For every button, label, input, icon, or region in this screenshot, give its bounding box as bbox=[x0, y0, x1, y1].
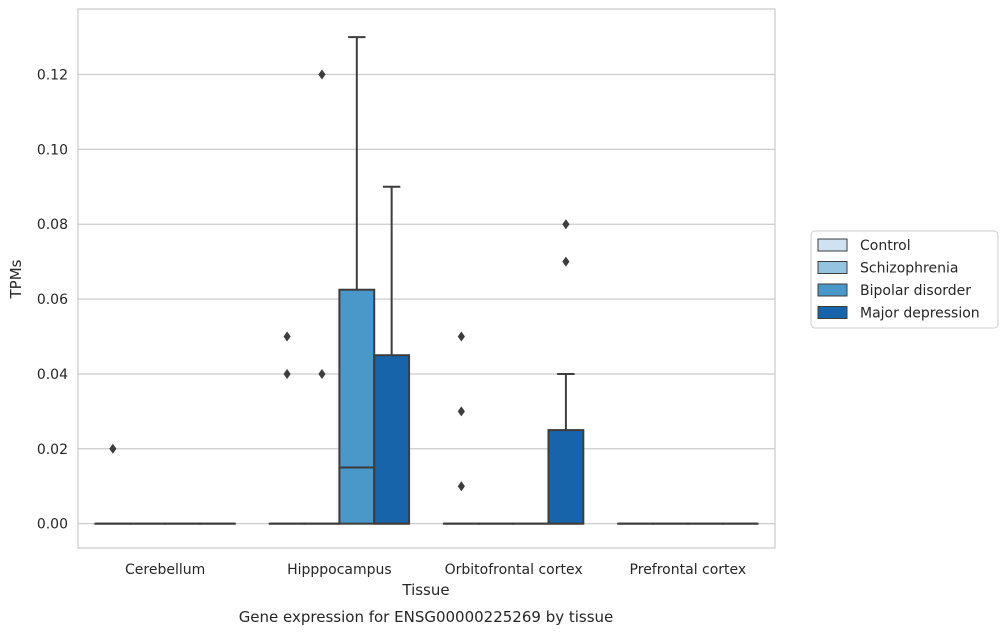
x-tick-label: Orbitofrontal cortex bbox=[445, 562, 583, 578]
legend-frame bbox=[810, 230, 999, 329]
legend-swatch bbox=[817, 261, 848, 274]
box-group bbox=[268, 331, 306, 525]
legend-label: Major depression bbox=[860, 306, 980, 322]
y-axis-label: TPMs bbox=[7, 259, 25, 299]
box-group bbox=[373, 185, 411, 525]
legend-label: Control bbox=[860, 238, 911, 254]
x-tick-label: Cerebellum bbox=[125, 562, 205, 578]
legend-swatch bbox=[817, 306, 848, 319]
box-group bbox=[94, 443, 132, 525]
y-tick-label: 0.06 bbox=[37, 292, 68, 308]
boxes bbox=[94, 36, 759, 525]
y-tick-label: 0.08 bbox=[37, 217, 68, 233]
box-group bbox=[338, 36, 376, 525]
outlier-point bbox=[318, 69, 326, 80]
x-tick-label: Hipppocampus bbox=[287, 562, 392, 578]
legend-swatch bbox=[817, 283, 848, 297]
box-group bbox=[303, 69, 341, 525]
outlier-point bbox=[562, 219, 570, 230]
plot-area-frame bbox=[77, 8, 776, 549]
outlier-point bbox=[457, 406, 465, 417]
legend-label: Schizophrenia bbox=[860, 261, 958, 277]
outlier-point bbox=[283, 331, 291, 342]
box bbox=[338, 288, 376, 525]
box bbox=[373, 354, 411, 525]
x-axis-label: Tissue bbox=[401, 581, 449, 599]
y-tick-label: 0.10 bbox=[37, 142, 68, 158]
y-tick-label: 0.12 bbox=[37, 68, 68, 84]
gridlines bbox=[78, 73, 775, 525]
outlier-point bbox=[109, 443, 117, 454]
box-group bbox=[442, 331, 480, 525]
box-group bbox=[547, 219, 585, 525]
legend-label: Bipolar disorder bbox=[860, 283, 971, 299]
chart-caption: Gene expression for ENSG00000225269 by t… bbox=[239, 608, 614, 626]
y-tick-label: 0.04 bbox=[37, 367, 68, 383]
outlier-point bbox=[283, 368, 291, 379]
legend-swatch bbox=[817, 238, 848, 252]
x-tick-label: Prefrontal cortex bbox=[630, 562, 747, 578]
y-tick-label: 0.02 bbox=[37, 442, 68, 458]
outlier-point bbox=[318, 368, 326, 379]
x-axis-ticks: Cerebellum Hipppocampus Orbitofrontal cort… bbox=[125, 562, 746, 578]
box bbox=[547, 429, 585, 525]
y-axis-ticks: 0.00 0.02 0.04 0.06 0.08 0.10 0.12 bbox=[37, 68, 68, 533]
outlier-point bbox=[562, 256, 570, 267]
outlier-point bbox=[457, 331, 465, 342]
legend: Control Schizophrenia Bipolar disorder Majo… bbox=[810, 230, 999, 329]
outlier-point bbox=[457, 481, 465, 492]
y-tick-label: 0.00 bbox=[37, 517, 68, 533]
